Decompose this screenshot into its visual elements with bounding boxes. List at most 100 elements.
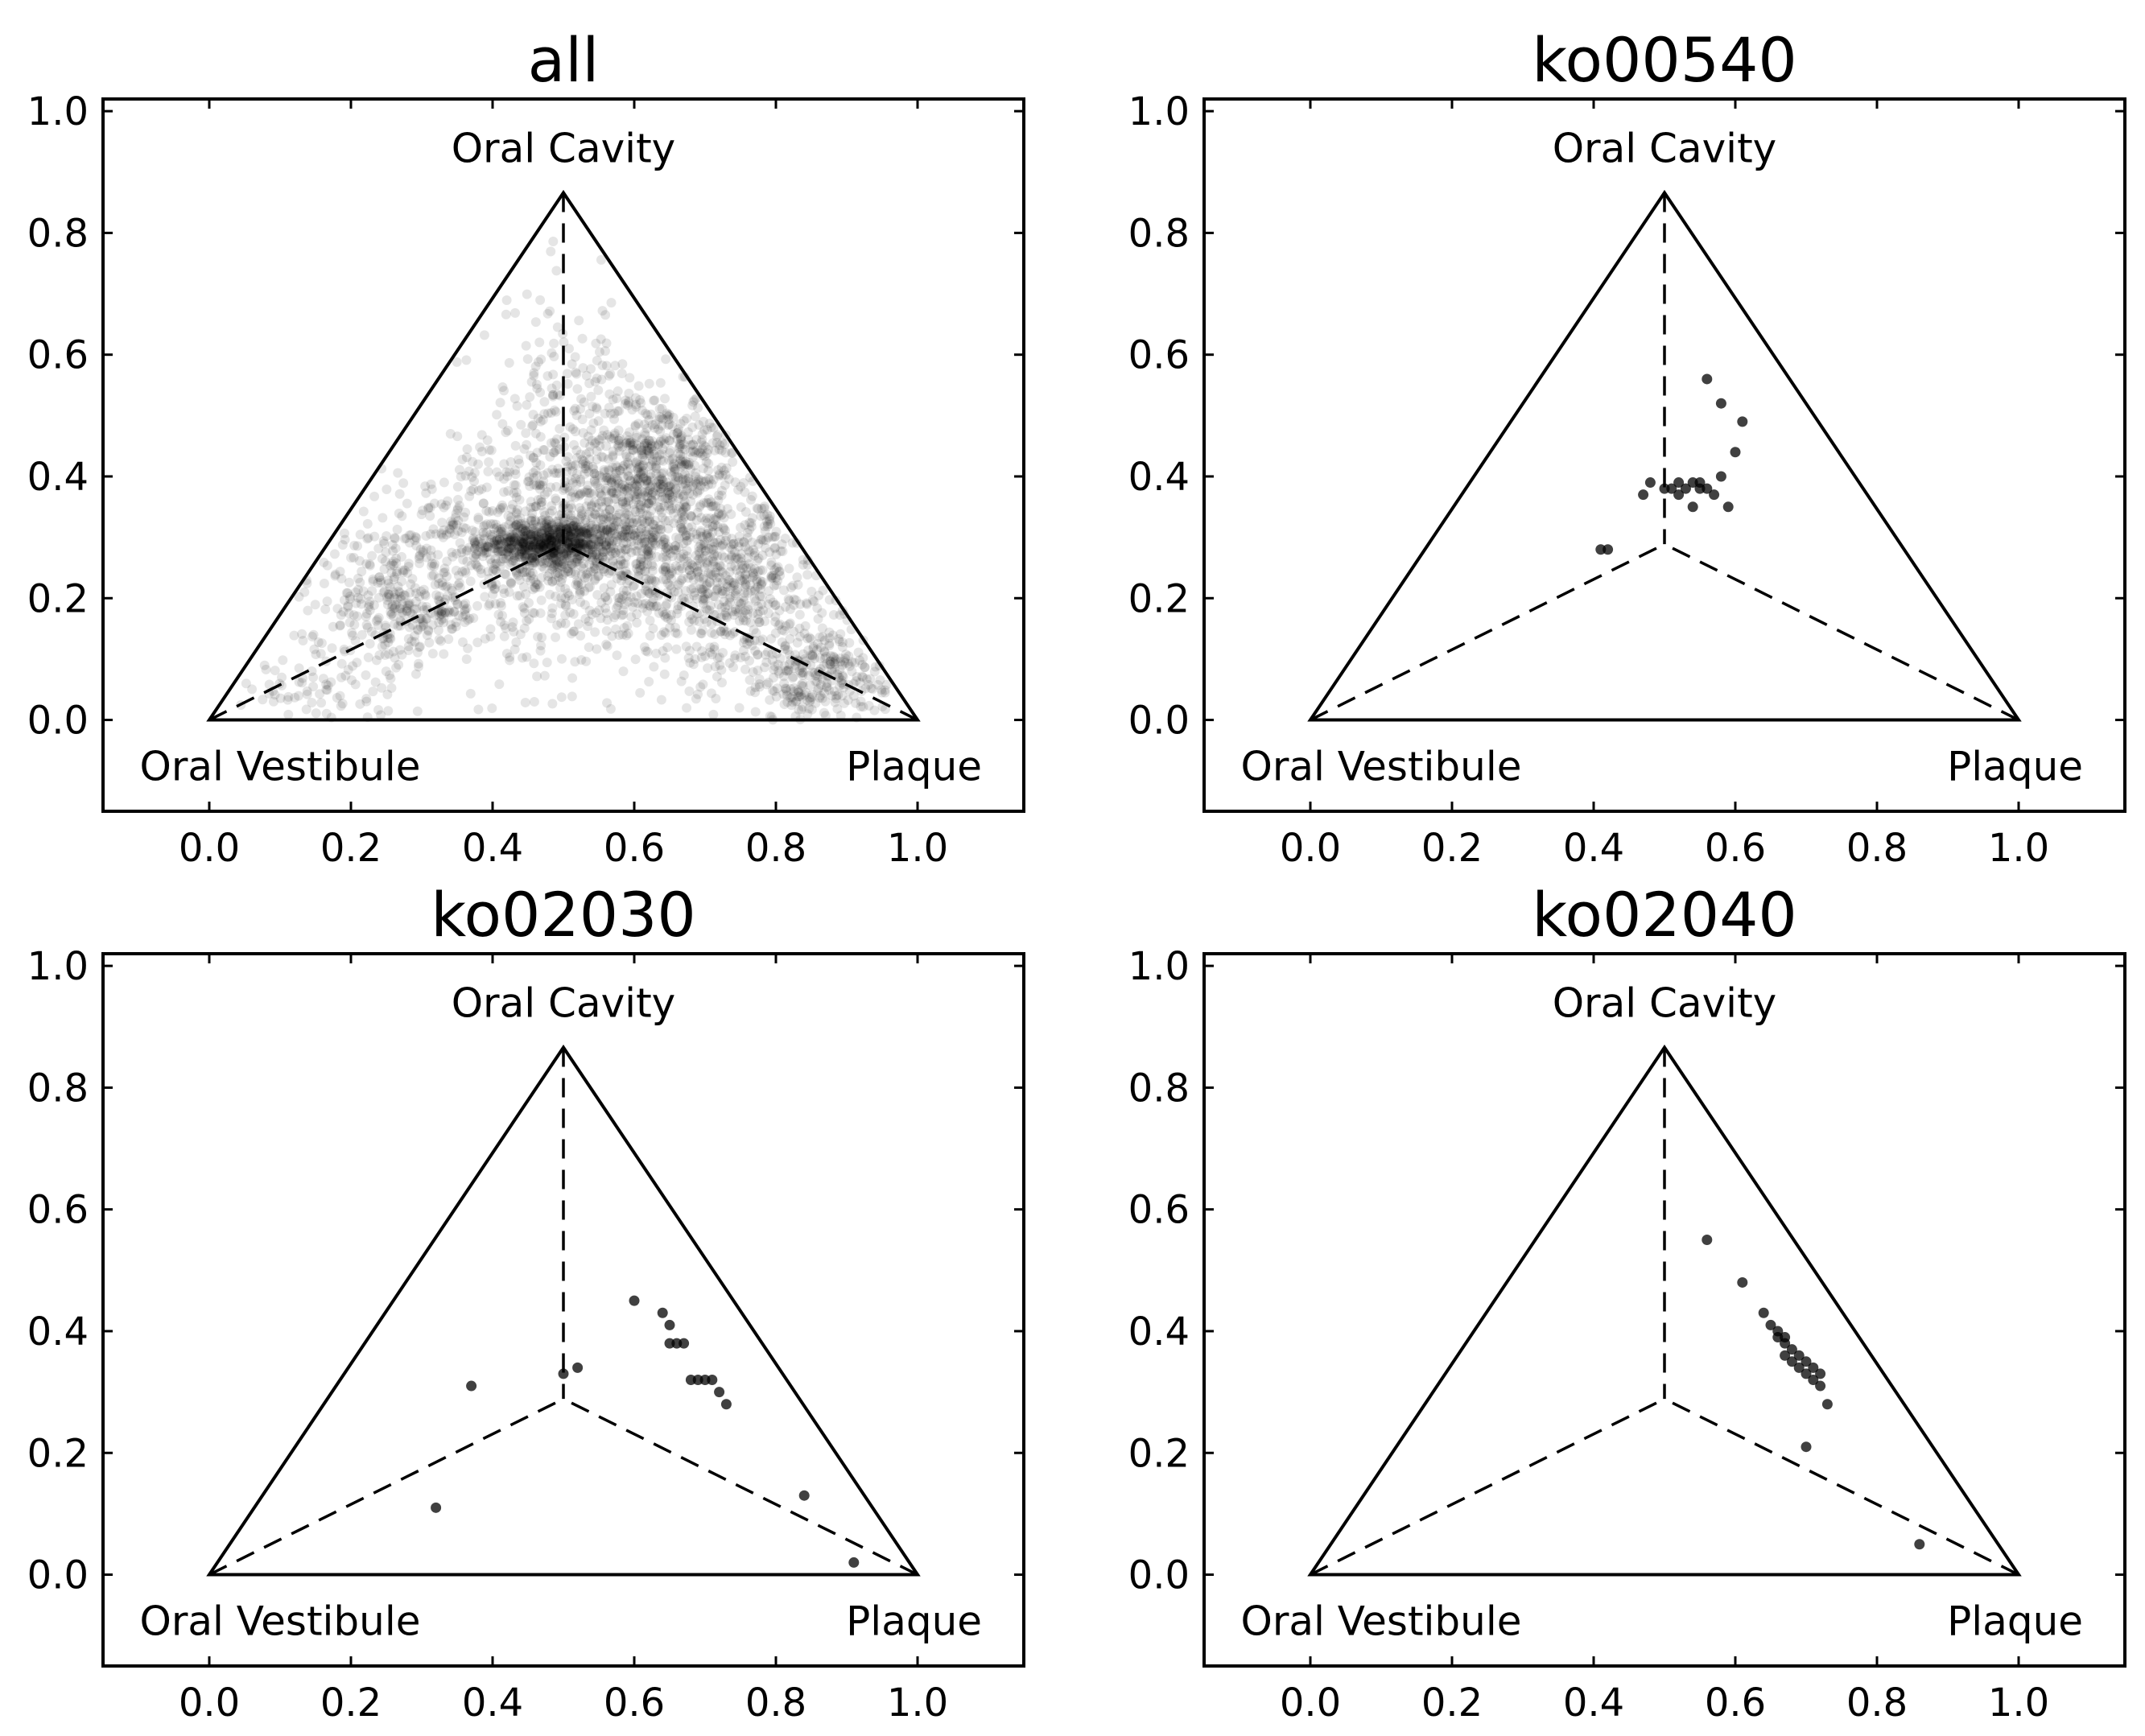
data-point xyxy=(674,476,684,486)
data-point xyxy=(719,524,729,534)
data-point xyxy=(507,556,518,567)
data-point xyxy=(691,593,702,604)
data-point xyxy=(678,479,688,489)
data-point xyxy=(398,478,409,489)
data-point xyxy=(761,542,771,553)
data-point xyxy=(825,656,835,666)
data-point xyxy=(695,475,706,485)
data-point xyxy=(570,403,580,414)
median-line xyxy=(1310,1397,1665,1577)
data-point xyxy=(571,528,582,538)
data-point xyxy=(520,506,530,517)
data-point xyxy=(724,555,735,565)
x-tick-label: 0.4 xyxy=(1563,826,1624,871)
data-point xyxy=(719,513,729,523)
data-point xyxy=(745,546,755,557)
data-point xyxy=(711,513,721,523)
data-point xyxy=(521,534,531,545)
data-point xyxy=(531,542,542,553)
data-point xyxy=(534,484,545,494)
data-point xyxy=(505,535,515,546)
data-point xyxy=(740,569,751,579)
data-point xyxy=(663,482,674,493)
data-point xyxy=(725,583,736,593)
data-point xyxy=(665,580,675,591)
data-point xyxy=(519,623,530,633)
data-point xyxy=(308,682,319,692)
data-point xyxy=(479,548,489,559)
data-point xyxy=(689,591,699,601)
data-point xyxy=(757,565,768,575)
data-point xyxy=(549,437,559,447)
data-point xyxy=(261,664,271,674)
data-point xyxy=(410,531,421,542)
data-point xyxy=(798,555,808,565)
data-point xyxy=(685,658,695,668)
data-point xyxy=(753,582,763,592)
data-point xyxy=(667,551,678,562)
data-point xyxy=(689,616,699,626)
data-point xyxy=(552,528,563,538)
data-point xyxy=(679,511,690,522)
data-point xyxy=(749,545,759,555)
data-point xyxy=(595,551,605,562)
data-point xyxy=(749,586,760,596)
data-point xyxy=(708,475,719,485)
y-tick-label: 0.6 xyxy=(1128,333,1190,378)
data-point xyxy=(736,557,746,567)
data-point xyxy=(489,583,500,594)
data-point xyxy=(587,542,597,552)
data-point xyxy=(540,510,551,521)
data-point xyxy=(667,492,678,502)
data-point xyxy=(683,435,694,445)
data-point xyxy=(516,544,526,555)
data-point xyxy=(641,645,651,656)
data-point xyxy=(505,542,515,553)
data-point xyxy=(535,536,546,546)
data-point xyxy=(698,574,708,584)
data-point xyxy=(698,572,708,583)
data-point xyxy=(606,546,617,557)
data-point xyxy=(551,591,561,601)
data-point xyxy=(762,521,773,531)
data-point xyxy=(693,555,703,565)
data-point xyxy=(575,534,585,544)
data-point xyxy=(451,617,461,628)
data-point xyxy=(643,488,654,498)
data-point xyxy=(452,505,463,515)
data-point xyxy=(1815,1380,1826,1392)
data-point xyxy=(707,522,718,532)
data-point xyxy=(694,476,704,487)
data-point xyxy=(606,487,617,497)
data-point xyxy=(730,606,740,616)
data-point xyxy=(625,452,635,463)
data-point xyxy=(538,542,548,552)
data-point xyxy=(683,473,693,484)
data-point xyxy=(429,561,439,571)
data-point xyxy=(777,539,787,550)
data-point xyxy=(840,658,851,668)
data-point xyxy=(298,635,308,645)
data-point xyxy=(606,298,617,308)
data-point xyxy=(622,485,633,496)
data-point xyxy=(552,547,563,558)
data-point xyxy=(515,537,526,547)
vertex-label-left: Oral Vestibule xyxy=(1240,744,1521,790)
data-point xyxy=(509,547,520,558)
data-point xyxy=(688,397,699,407)
data-point xyxy=(695,559,705,569)
data-point xyxy=(587,520,597,530)
data-point xyxy=(603,496,613,506)
data-point xyxy=(621,522,632,532)
data-point xyxy=(636,398,646,408)
data-point xyxy=(648,519,658,530)
data-point xyxy=(583,529,593,539)
data-point xyxy=(817,608,827,618)
data-point xyxy=(542,531,552,542)
data-point xyxy=(666,567,677,578)
data-point xyxy=(703,524,714,534)
data-point xyxy=(699,593,709,604)
data-point xyxy=(649,662,659,672)
data-point xyxy=(641,530,651,540)
data-point xyxy=(757,577,768,588)
